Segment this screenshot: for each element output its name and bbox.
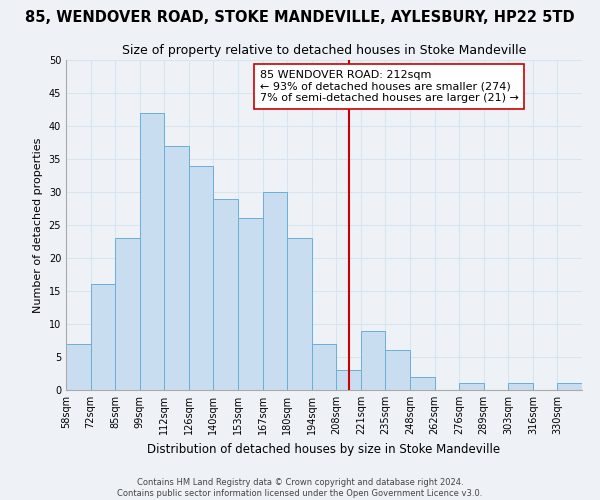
- Bar: [164, 146, 189, 390]
- Y-axis label: Number of detached properties: Number of detached properties: [33, 138, 43, 312]
- Bar: [312, 344, 336, 390]
- Bar: [91, 284, 115, 390]
- X-axis label: Distribution of detached houses by size in Stoke Mandeville: Distribution of detached houses by size …: [148, 442, 500, 456]
- Bar: [557, 384, 582, 390]
- Bar: [66, 344, 91, 390]
- Text: 85, WENDOVER ROAD, STOKE MANDEVILLE, AYLESBURY, HP22 5TD: 85, WENDOVER ROAD, STOKE MANDEVILLE, AYL…: [25, 10, 575, 25]
- Bar: [459, 384, 484, 390]
- Bar: [361, 330, 385, 390]
- Bar: [214, 198, 238, 390]
- Bar: [115, 238, 140, 390]
- Bar: [410, 377, 434, 390]
- Bar: [263, 192, 287, 390]
- Bar: [140, 113, 164, 390]
- Bar: [336, 370, 361, 390]
- Bar: [385, 350, 410, 390]
- Text: 85 WENDOVER ROAD: 212sqm
← 93% of detached houses are smaller (274)
7% of semi-d: 85 WENDOVER ROAD: 212sqm ← 93% of detach…: [260, 70, 518, 103]
- Bar: [508, 384, 533, 390]
- Title: Size of property relative to detached houses in Stoke Mandeville: Size of property relative to detached ho…: [122, 44, 526, 58]
- Bar: [238, 218, 263, 390]
- Bar: [287, 238, 312, 390]
- Bar: [189, 166, 214, 390]
- Text: Contains HM Land Registry data © Crown copyright and database right 2024.
Contai: Contains HM Land Registry data © Crown c…: [118, 478, 482, 498]
